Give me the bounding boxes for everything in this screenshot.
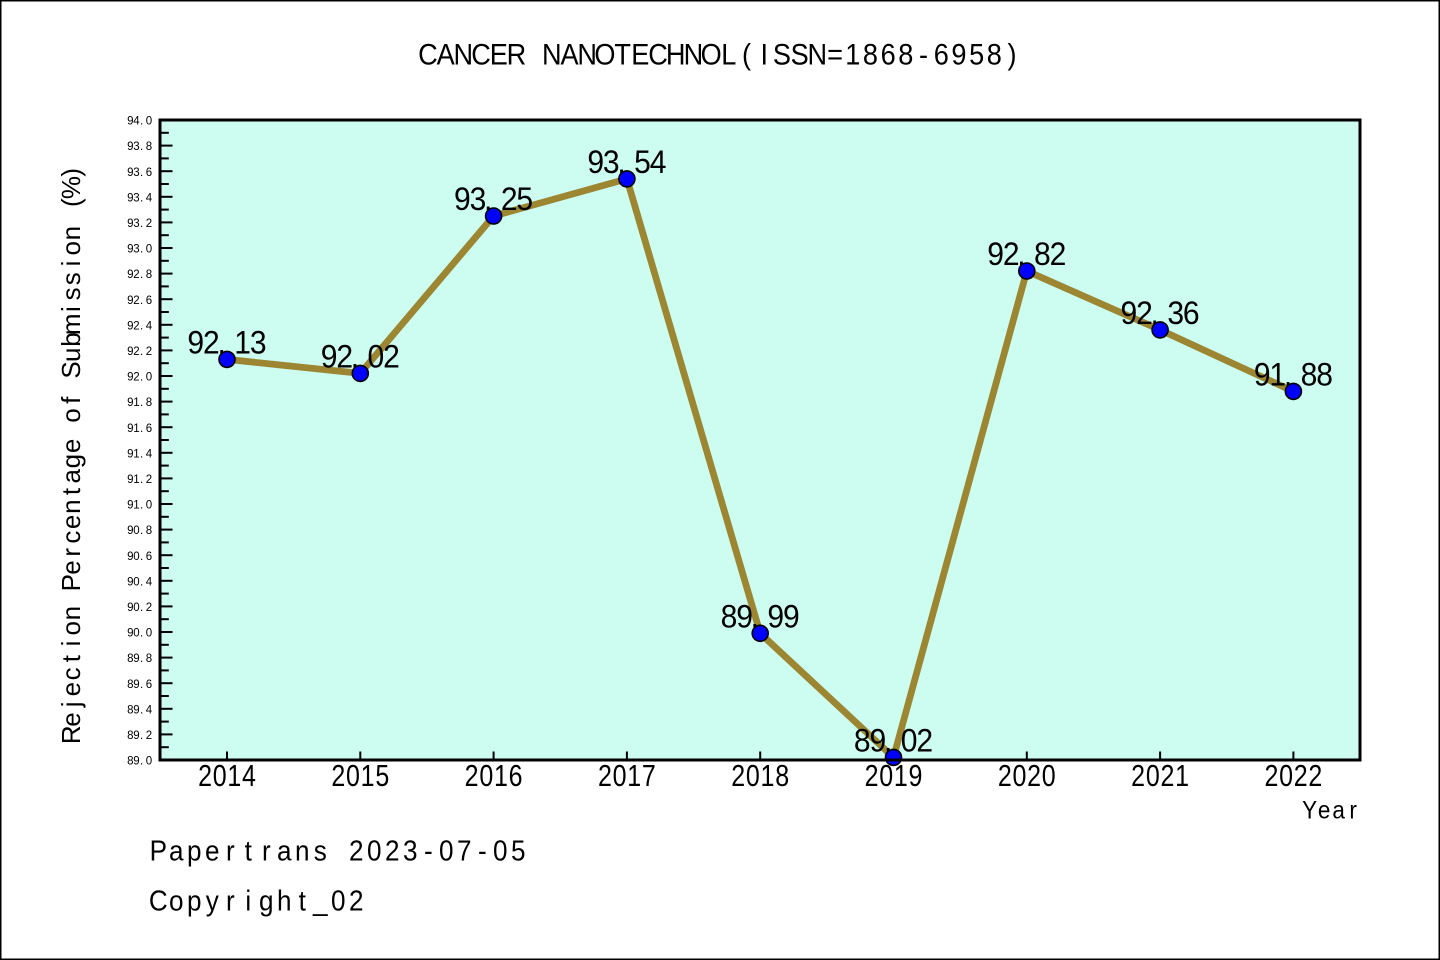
svg-text:Year: Year bbox=[1302, 797, 1357, 825]
svg-text:2015: 2015 bbox=[331, 759, 389, 793]
svg-text:91.2: 91.2 bbox=[127, 474, 152, 486]
svg-text:91.6: 91.6 bbox=[127, 423, 152, 435]
svg-text:Rejection Percentage of Submis: Rejection Percentage of Submission (%) bbox=[56, 168, 86, 744]
svg-text:93.0: 93.0 bbox=[127, 244, 152, 256]
svg-text:2017: 2017 bbox=[598, 759, 656, 793]
svg-text:2022: 2022 bbox=[1264, 759, 1322, 793]
svg-text:89.2: 89.2 bbox=[127, 730, 152, 742]
svg-text:89.4: 89.4 bbox=[127, 704, 153, 716]
svg-text:91.8: 91.8 bbox=[127, 397, 152, 409]
svg-text:90.8: 90.8 bbox=[127, 525, 152, 537]
svg-text:89.6: 89.6 bbox=[127, 679, 152, 691]
svg-text:91.0: 91.0 bbox=[127, 500, 152, 512]
svg-text:92.8: 92.8 bbox=[127, 269, 152, 281]
svg-text:90.4: 90.4 bbox=[127, 576, 153, 588]
svg-text:2014: 2014 bbox=[198, 759, 256, 793]
svg-text:94.0: 94.0 bbox=[127, 116, 152, 128]
svg-text:93.4: 93.4 bbox=[127, 192, 153, 204]
svg-text:91.4: 91.4 bbox=[127, 448, 153, 460]
svg-text:2016: 2016 bbox=[465, 759, 523, 793]
svg-text:89.0: 89.0 bbox=[127, 756, 152, 768]
svg-text:93.6: 93.6 bbox=[127, 167, 152, 179]
svg-text:93.8: 93.8 bbox=[127, 141, 152, 153]
svg-text:2019: 2019 bbox=[865, 759, 923, 793]
svg-text:Papertrans 2023-07-05: Papertrans 2023-07-05 bbox=[150, 834, 526, 867]
svg-text:90.2: 90.2 bbox=[127, 602, 152, 614]
svg-text:90.0: 90.0 bbox=[127, 628, 152, 640]
svg-text:92.2: 92.2 bbox=[127, 346, 152, 358]
svg-text:2021: 2021 bbox=[1131, 759, 1189, 793]
svg-text:92.6: 92.6 bbox=[127, 295, 152, 307]
svg-text:90.6: 90.6 bbox=[127, 551, 152, 563]
svg-text:92.0: 92.0 bbox=[127, 372, 152, 384]
svg-text:92.4: 92.4 bbox=[127, 320, 153, 332]
svg-text:93.2: 93.2 bbox=[127, 218, 152, 230]
svg-text:2018: 2018 bbox=[731, 759, 789, 793]
svg-text:2020: 2020 bbox=[998, 759, 1056, 793]
svg-text:89.8: 89.8 bbox=[127, 653, 152, 665]
svg-text:CANCER NANOTECHNOL(ISSN=1868-6: CANCER NANOTECHNOL(ISSN=1868-6958) bbox=[418, 38, 1016, 71]
